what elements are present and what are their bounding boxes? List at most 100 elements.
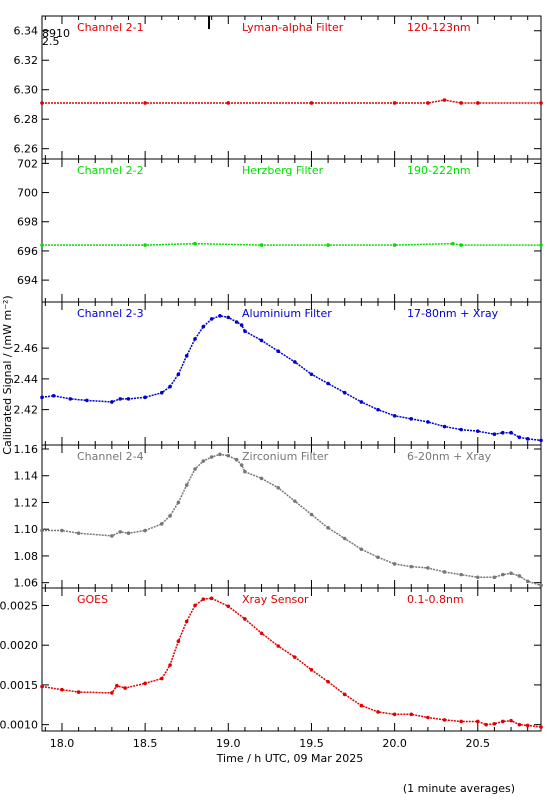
data-point bbox=[517, 435, 522, 440]
band-label: 0.1-0.8nm bbox=[407, 593, 464, 606]
data-point bbox=[539, 583, 543, 588]
data-point bbox=[184, 619, 189, 624]
data-point bbox=[409, 417, 414, 421]
panel-3: 2.42 2.44 2.46 Channel 2-3 Aluminium Filter 1… bbox=[14, 301, 543, 446]
data-point bbox=[159, 522, 164, 526]
data-point bbox=[226, 453, 231, 458]
data-point bbox=[309, 372, 314, 377]
data-point bbox=[40, 528, 44, 533]
data-point bbox=[243, 329, 247, 334]
data-point bbox=[492, 575, 497, 580]
data-point bbox=[276, 644, 280, 648]
data-point bbox=[259, 338, 264, 343]
data-point bbox=[243, 469, 247, 474]
data-point bbox=[40, 243, 44, 247]
data-point bbox=[517, 722, 522, 727]
data-point bbox=[184, 483, 189, 487]
data-point bbox=[409, 564, 414, 569]
data-point bbox=[539, 725, 543, 729]
data-point bbox=[426, 101, 430, 105]
data-point bbox=[426, 420, 430, 424]
channel-label: Channel 2-2 bbox=[77, 164, 144, 177]
data-point bbox=[76, 531, 81, 536]
data-point bbox=[209, 455, 214, 459]
panel-frame bbox=[41, 301, 542, 446]
filter-label: Zirconium Filter bbox=[242, 450, 329, 463]
y-axis-label: Calibrated Signal / (mW m⁻²) bbox=[1, 295, 14, 454]
data-point bbox=[40, 395, 44, 400]
band-label: 17-80nm + Xray bbox=[407, 307, 499, 320]
data-point bbox=[293, 499, 297, 503]
panel-frame bbox=[41, 444, 542, 589]
data-point bbox=[392, 413, 397, 418]
y-tick-label: 6.28 bbox=[14, 113, 39, 126]
data-point bbox=[110, 691, 114, 695]
y-tick-label: 698 bbox=[17, 216, 38, 229]
x-tick-label: 20.5 bbox=[466, 737, 491, 750]
y-tick-label: 1.16 bbox=[14, 443, 39, 456]
panel-2: 694 696 698 700 702 Channel 2-2 Herzberg Filte… bbox=[17, 157, 543, 303]
band-label: 190-222nm bbox=[407, 164, 471, 177]
data-point bbox=[525, 579, 530, 584]
y-tick-label: 1.08 bbox=[14, 550, 39, 563]
x-tick-label: 20.0 bbox=[382, 737, 407, 750]
data-point bbox=[193, 337, 197, 341]
data-point bbox=[459, 243, 463, 247]
data-point bbox=[309, 512, 314, 517]
channel-label: Channel 2-1 bbox=[77, 21, 144, 34]
data-point bbox=[201, 459, 206, 463]
data-point bbox=[110, 534, 114, 538]
data-point bbox=[159, 390, 164, 395]
data-point bbox=[293, 360, 297, 364]
data-point bbox=[293, 655, 297, 659]
data-point bbox=[509, 430, 513, 435]
data-point bbox=[60, 528, 64, 533]
panels: 6.26 6.28 6.30 6.32 6.34 Channel 2-1 Lyman-alp… bbox=[0, 15, 543, 750]
data-point bbox=[259, 631, 264, 636]
x-tick-label: 19.5 bbox=[299, 737, 324, 750]
data-point bbox=[475, 101, 480, 105]
x-axis: 18.0 18.5 19.0 19.5 20.0 20.5 bbox=[50, 737, 490, 750]
data-point bbox=[118, 530, 122, 534]
data-point bbox=[239, 323, 244, 327]
data-point bbox=[509, 571, 513, 576]
data-point bbox=[326, 526, 330, 530]
data-point bbox=[342, 692, 347, 697]
data-point bbox=[500, 572, 505, 577]
data-point bbox=[143, 101, 147, 105]
series-line bbox=[42, 453, 541, 586]
data-point bbox=[276, 349, 280, 354]
y-tick-label: 0.0025 bbox=[0, 599, 38, 612]
data-point bbox=[442, 718, 447, 722]
data-point bbox=[342, 536, 347, 541]
y-tick-label: 702 bbox=[17, 157, 38, 170]
data-point bbox=[176, 639, 181, 644]
x-tick-label: 19.0 bbox=[216, 737, 241, 750]
data-point bbox=[126, 397, 131, 401]
y-tick-label: 1.10 bbox=[14, 523, 39, 536]
data-point bbox=[193, 603, 197, 608]
data-point bbox=[143, 528, 147, 533]
data-point bbox=[426, 566, 430, 570]
data-point bbox=[259, 243, 264, 247]
data-point bbox=[68, 397, 73, 401]
y-tick-label: 0.0020 bbox=[0, 639, 38, 652]
data-point bbox=[475, 429, 480, 433]
panel-5: 0.0010 0.0015 0.0020 0.0025 GOES Xray Sensor 0… bbox=[0, 587, 543, 732]
averaging-footnote: (1 minute averages) bbox=[403, 782, 515, 795]
x-tick-label: 18.0 bbox=[50, 737, 75, 750]
data-point bbox=[243, 617, 247, 621]
data-point bbox=[176, 500, 181, 505]
channel-label: Channel 2-3 bbox=[77, 307, 144, 320]
y-tick-label: 1.12 bbox=[14, 496, 39, 509]
data-point bbox=[209, 317, 214, 321]
data-point bbox=[143, 681, 147, 686]
data-point bbox=[484, 722, 488, 727]
y-tick-label: 6.34 bbox=[14, 25, 39, 38]
data-point bbox=[539, 101, 543, 105]
data-point bbox=[226, 604, 231, 609]
data-point bbox=[342, 390, 347, 395]
data-point bbox=[326, 243, 330, 247]
data-point bbox=[239, 463, 244, 467]
